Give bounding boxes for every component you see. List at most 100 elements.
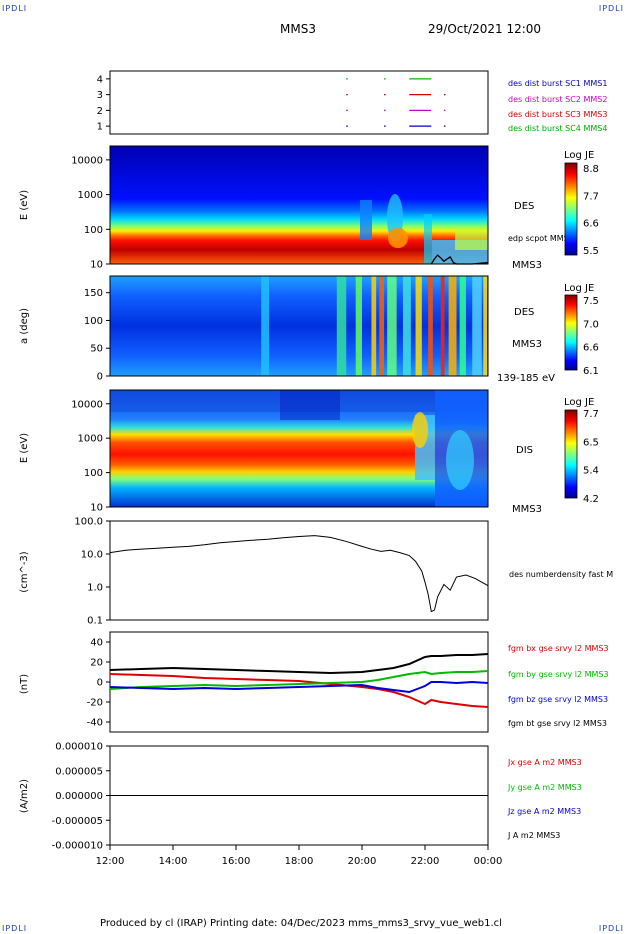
fgm-series-line xyxy=(109,670,489,690)
pitch-stripe xyxy=(472,276,482,376)
time-tick-label: 16:00 xyxy=(222,856,251,867)
time-tick-label: 18:00 xyxy=(285,856,314,867)
current-tick-label: -0.000005 xyxy=(52,816,103,827)
dis-energy-tick-label: 100 xyxy=(84,468,103,479)
fgm-lines xyxy=(109,653,489,708)
fgm-series-line xyxy=(109,673,489,708)
pitch-stripe xyxy=(459,276,466,376)
dis-energy-y-axis: 10 100 1000 10000 xyxy=(71,399,110,514)
colorbar-tick-label: 8.8 xyxy=(583,164,599,175)
des-energy-ylabel: E (eV) xyxy=(19,190,30,220)
des-pitch-y-axis: 0 50 100 150 xyxy=(84,288,110,383)
dis-energy-colorbar-ticks: 7.7 6.5 5.4 4.2 xyxy=(583,409,599,505)
pitch-stripe xyxy=(336,276,347,376)
density-tick-label: 0.1 xyxy=(87,616,103,627)
burst-y-axis: 1 2 3 4 xyxy=(97,74,110,133)
des-energy-label: DES xyxy=(514,201,534,212)
des-energy-frame xyxy=(109,145,489,265)
density-ylabel: (cm^-3) xyxy=(19,551,30,592)
des-energy-tick-label: 1000 xyxy=(78,190,103,201)
time-tick-label: 22:00 xyxy=(411,856,440,867)
current-y-axis: -0.000010 -0.000005 0.000000 0.000005 0.0000… xyxy=(52,742,110,852)
burst-series xyxy=(346,78,446,127)
des-pitch-colorbar-ticks: 7.5 7.0 6.6 6.1 xyxy=(583,296,599,377)
des-energy-colorbar-ticks: 8.8 7.7 6.6 5.5 xyxy=(583,164,599,257)
dis-energy-colorbar-title: Log JE xyxy=(564,397,594,408)
current-tick-label: -0.000010 xyxy=(52,841,103,852)
density-line xyxy=(109,535,489,613)
des-energy-tick-label: 10000 xyxy=(71,155,103,166)
fgm-tick-label: -40 xyxy=(87,718,103,729)
density-tick-label: 1.0 xyxy=(87,583,103,594)
corner-label-tl: IPDLI xyxy=(2,4,28,13)
time-x-axis: 12:00 14:00 16:00 18:00 20:00 22:00 00:00 xyxy=(96,845,502,867)
corner-label-tr: IPDLI xyxy=(598,4,624,13)
footer-credit: Produced by cl (IRAP) Printing date: 04/… xyxy=(100,918,502,929)
burst-panel: 1 2 3 4 des dist burst SC1 MMS1 des dist bu… xyxy=(97,70,607,135)
current-ylabel: (A/m2) xyxy=(19,779,30,813)
dis-energy-tick-label: 1000 xyxy=(78,434,103,445)
pitch-stripe xyxy=(371,276,377,376)
colorbar-tick-label: 7.0 xyxy=(583,319,599,330)
des-pitch-tick-label: 100 xyxy=(84,316,103,327)
des-energy-panel: 10 100 1000 10000 E (eV) DES edp scpot MMS3… xyxy=(19,145,599,271)
pitch-stripe xyxy=(402,276,411,376)
spacecraft-title: MMS3 xyxy=(280,22,316,36)
pitch-stripe xyxy=(483,276,488,376)
current-legend-jx: Jx gse A m2 MMS3 xyxy=(507,758,582,767)
current-legend-jz: Jz gse A m2 MMS3 xyxy=(507,807,581,816)
des-energy-colorbar xyxy=(564,162,578,256)
current-panel: -0.000010 -0.000005 0.000000 0.000005 0.0000… xyxy=(19,742,582,868)
des-pitch-sc-label: MMS3 xyxy=(512,339,542,350)
dis-energy-tick-label: 10000 xyxy=(71,399,103,410)
fgm-tick-label: 20 xyxy=(90,658,103,669)
density-legend: des numberdensity fast M xyxy=(509,570,613,579)
current-legend-jy: Jy gse A m2 MMS3 xyxy=(507,783,582,792)
fgm-legend-bz: fgm bz gse srvy l2 MMS3 xyxy=(508,695,608,704)
dis-energy-frame xyxy=(109,389,489,508)
current-legend-j: J A m2 MMS3 xyxy=(507,831,560,840)
des-pitch-frame xyxy=(109,275,489,377)
colorbar-tick-label: 7.7 xyxy=(583,191,599,202)
des-pitch-ylabel: a (deg) xyxy=(19,308,30,344)
density-panel: 0.1 1.0 10.0 100.0 (cm^-3) des numberdensit… xyxy=(19,517,613,627)
pitch-stripes xyxy=(261,276,488,376)
burst-panel-frame xyxy=(109,70,489,135)
density-tick-label: 10.0 xyxy=(81,550,103,561)
pitch-stripe xyxy=(379,276,385,376)
density-frame xyxy=(109,520,489,621)
burst-legend-sc1: des dist burst SC1 MMS1 xyxy=(508,79,607,88)
density-y-axis: 0.1 1.0 10.0 100.0 xyxy=(74,517,110,627)
pitch-stripe xyxy=(261,276,270,376)
colorbar-tick-label: 5.4 xyxy=(583,466,599,477)
burst-tick-label: 3 xyxy=(97,90,103,101)
pitch-stripe xyxy=(440,276,445,376)
colorbar-tick-label: 6.6 xyxy=(583,219,599,230)
corner-label-bl: IPDLI xyxy=(2,924,28,933)
pitch-stripe xyxy=(387,276,397,376)
colorbar-tick-label: 6.6 xyxy=(583,343,599,354)
des-energy-tick-label: 10 xyxy=(90,260,103,271)
fgm-series-line xyxy=(109,680,489,694)
des-pitch-label: DES xyxy=(514,307,534,318)
burst-legend-sc3: des dist burst SC3 MMS3 xyxy=(508,110,607,119)
pitch-stripe xyxy=(415,276,422,376)
pitch-stripe xyxy=(355,276,362,376)
colorbar-tick-label: 7.7 xyxy=(583,409,599,420)
des-pitch-tick-label: 0 xyxy=(97,372,103,383)
fgm-tick-label: -20 xyxy=(87,698,103,709)
time-tick-label: 20:00 xyxy=(348,856,377,867)
colorbar-tick-label: 6.5 xyxy=(583,437,599,448)
des-pitch-tick-label: 150 xyxy=(84,288,103,299)
fgm-tick-label: 40 xyxy=(90,638,103,649)
des-pitch-spectrogram xyxy=(110,276,488,376)
burst-legend-sc2: des dist burst SC2 MMS2 xyxy=(508,95,607,104)
burst-tick-label: 4 xyxy=(97,74,103,85)
burst-legend-sc4: des dist burst SC4 MMS4 xyxy=(508,124,607,133)
fgm-ylabel: (nT) xyxy=(19,674,30,694)
dis-energy-label: DIS xyxy=(516,445,533,456)
density-tick-label: 100.0 xyxy=(74,517,103,528)
dis-energy-features xyxy=(110,390,488,507)
datetime-title: 29/Oct/2021 12:00 xyxy=(428,22,542,36)
